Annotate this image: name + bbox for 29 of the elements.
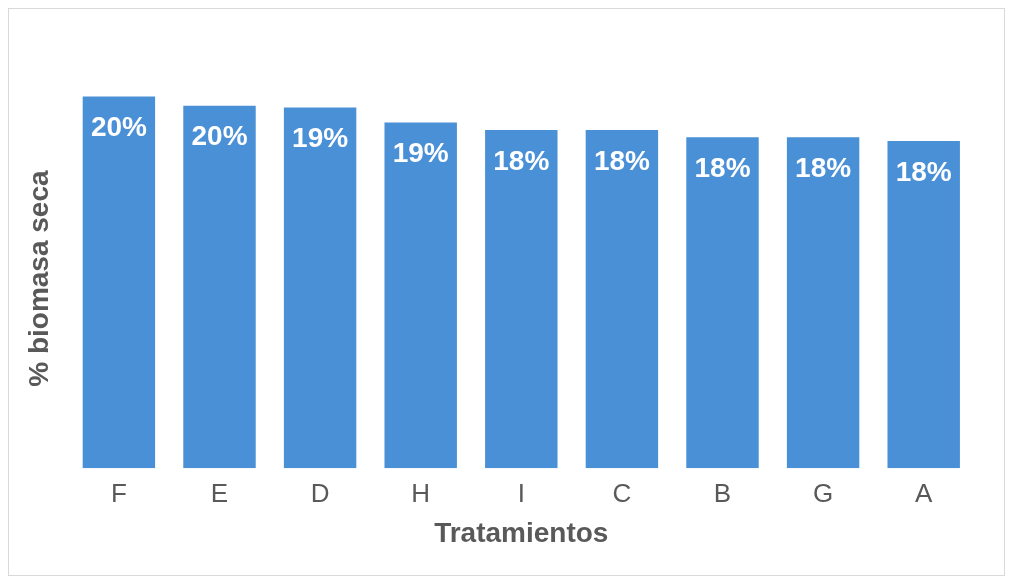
data-label: 18% — [895, 155, 952, 187]
x-tick-label: H — [411, 477, 431, 508]
data-label: 20% — [191, 120, 248, 152]
bar — [887, 141, 960, 469]
data-label: 18% — [795, 152, 852, 184]
x-tick-label: B — [713, 477, 732, 508]
x-tick-label: D — [310, 477, 330, 508]
data-label: 19% — [292, 122, 349, 154]
bar — [485, 129, 558, 469]
x-tick-label: A — [915, 477, 934, 508]
y-axis-title: % biomasa seca — [22, 170, 54, 387]
x-axis-title: Tratamientos — [434, 516, 609, 548]
bar — [183, 105, 256, 469]
data-label: 19% — [392, 137, 449, 169]
data-label: 18% — [694, 152, 751, 184]
data-label: 18% — [593, 144, 651, 176]
data-label: 18% — [493, 144, 550, 176]
x-tick-label: E — [210, 477, 229, 508]
bar — [283, 107, 357, 469]
bar — [786, 137, 860, 469]
bar — [82, 96, 156, 469]
x-tick-label: C — [612, 477, 632, 508]
bar — [585, 129, 659, 469]
x-tick-label: F — [110, 477, 127, 508]
bar — [384, 122, 457, 469]
bar — [686, 137, 759, 469]
data-label: 20% — [90, 111, 148, 143]
x-tick-label: I — [517, 477, 525, 508]
x-tick-label: G — [812, 477, 834, 508]
